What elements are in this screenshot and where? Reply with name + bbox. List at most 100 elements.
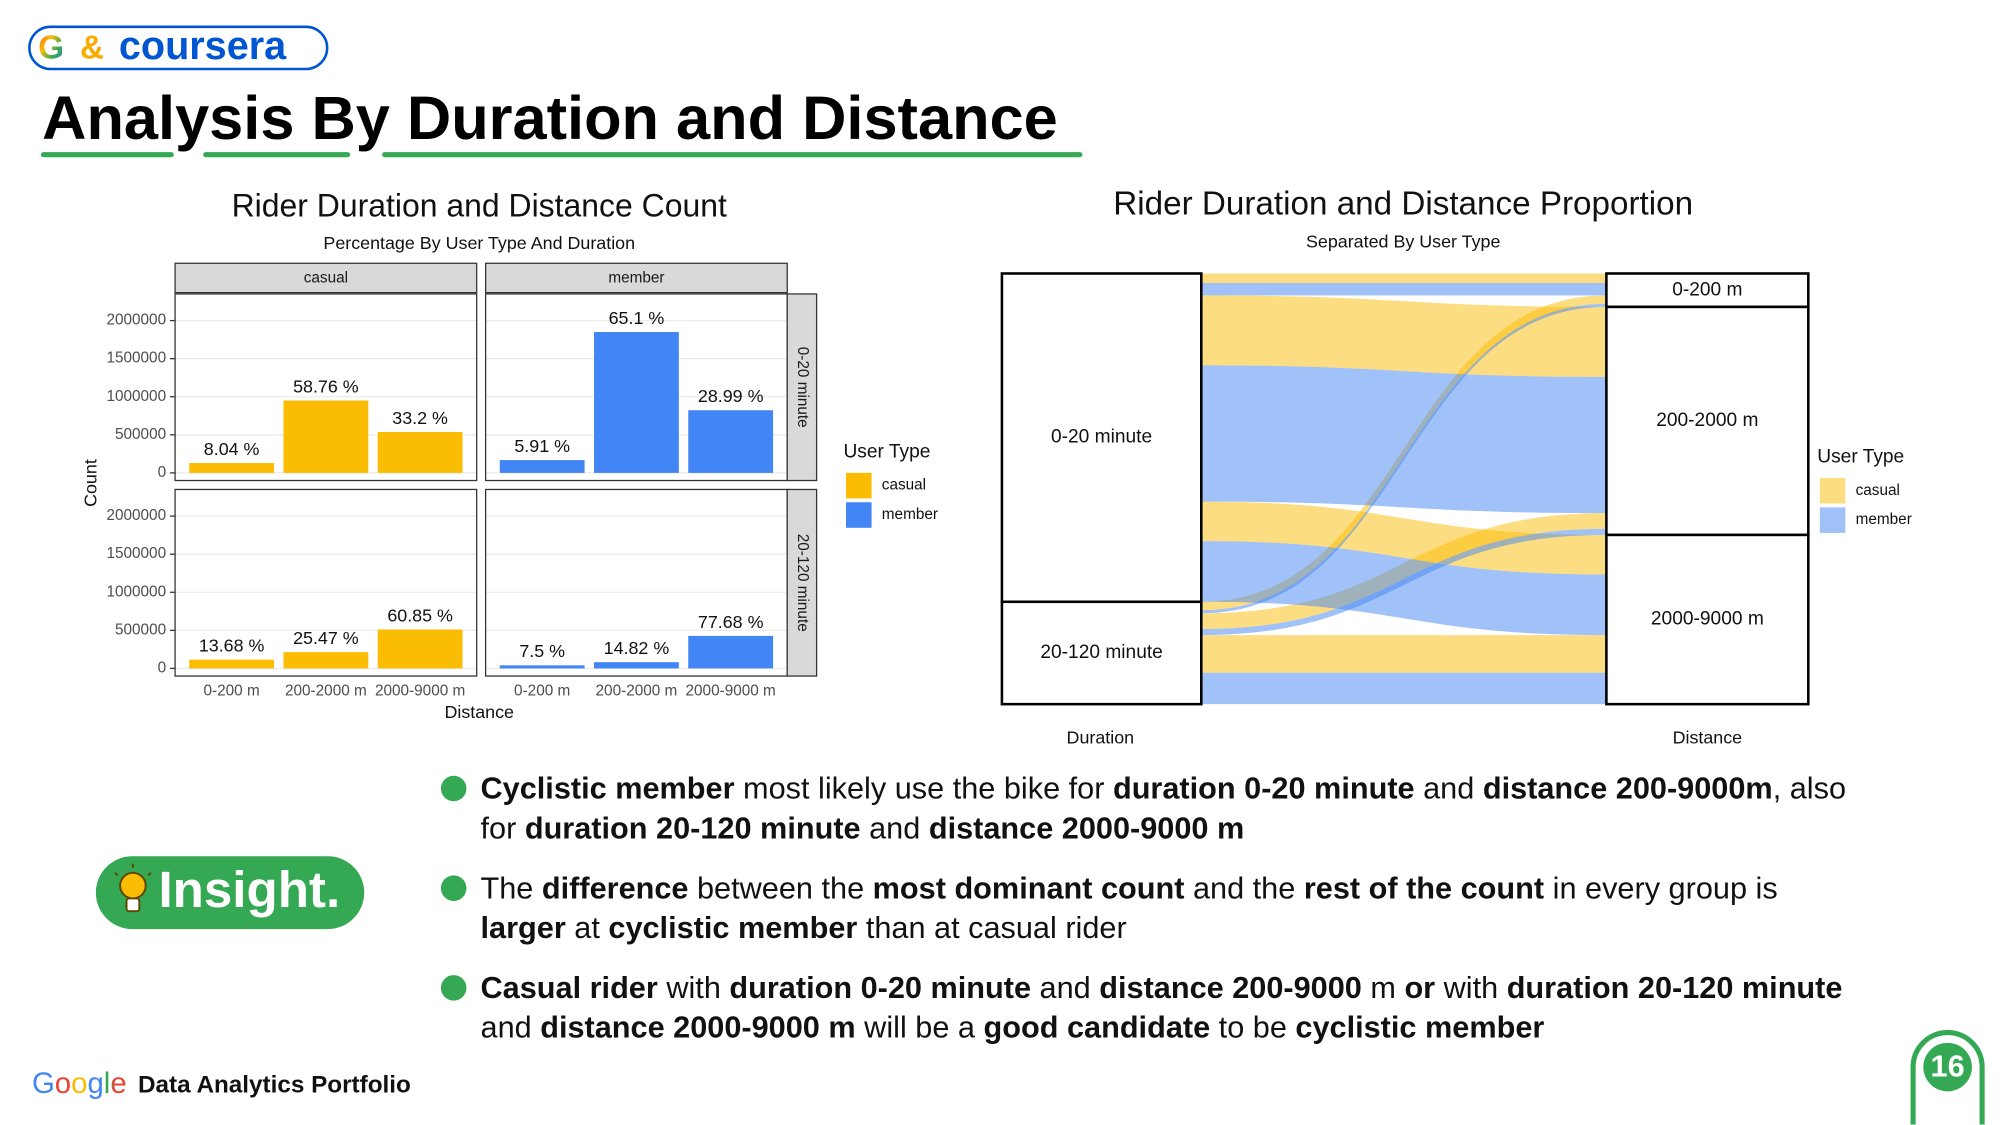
- y-tick-label: 1000000: [106, 583, 166, 600]
- y-tick-label: 1000000: [106, 388, 166, 405]
- legend-swatch: [846, 472, 872, 499]
- bar-percent-label: 13.68 %: [199, 636, 265, 656]
- facet-strip-label: 20-120 minute: [794, 534, 811, 632]
- stratum: [1000, 600, 1203, 706]
- bar-percent-label: 58.76 %: [293, 376, 359, 396]
- y-tick-label: 0: [158, 659, 167, 676]
- insight-item: Casual rider with duration 0-20 minute a…: [438, 969, 1857, 1048]
- legend-swatch: [846, 502, 872, 528]
- y-tick-label: 1500000: [106, 350, 166, 367]
- insight-list: Cyclistic member most likely use the bik…: [438, 769, 1857, 1068]
- x-tick-label: 200-2000 m: [596, 682, 678, 699]
- alluvium: [1201, 303, 1607, 614]
- facet-strip-label: casual: [304, 270, 348, 287]
- insight-text: duration 0-20 minute: [1112, 771, 1415, 807]
- facet-strip: [484, 262, 788, 294]
- bar-percent-label: 65.1 %: [609, 308, 665, 328]
- legend-swatch: [1819, 507, 1846, 533]
- page-badge: [1923, 1042, 1972, 1092]
- bar: [189, 659, 275, 669]
- insight-text: with: [1435, 971, 1507, 1006]
- footer-brand: Google: [32, 1067, 127, 1100]
- x-tick-label: 0-200 m: [514, 682, 570, 699]
- page-tab: [1910, 1030, 1985, 1125]
- insight-text: most dominant count: [872, 871, 1185, 907]
- insight-text: in every group is: [1544, 871, 1778, 907]
- stratum-label: 20-120 minute: [1040, 642, 1162, 663]
- facet-strip-label: member: [608, 270, 664, 287]
- alluvium: [1201, 528, 1607, 636]
- insight-text: or: [1404, 971, 1436, 1006]
- insight-text: duration 0-20 minute: [729, 971, 1032, 1006]
- insight-text: good candidate: [983, 1010, 1211, 1046]
- alluvium: [1201, 541, 1607, 636]
- logo-amp: &: [80, 30, 104, 67]
- bar: [499, 665, 585, 669]
- bar-percent-label: 25.47 %: [293, 628, 359, 648]
- legend-label: casual: [882, 477, 926, 494]
- bar: [499, 460, 585, 473]
- legend-title: User Type: [843, 441, 930, 462]
- insight-text: to be: [1210, 1010, 1296, 1046]
- alluvium: [1201, 365, 1607, 514]
- insight-text: distance 200-9000m: [1482, 771, 1773, 807]
- insight-text: than at casual rider: [857, 911, 1127, 946]
- insight-item: Cyclistic member most likely use the bik…: [438, 769, 1857, 848]
- bar: [189, 462, 275, 473]
- insight-text: and: [1031, 971, 1100, 1006]
- facet-strip-label: 0-20 minute: [794, 347, 811, 428]
- logo-mark: G: [38, 30, 64, 67]
- bulb-icon: [114, 863, 152, 913]
- chart-title: Rider Duration and Distance Count: [232, 188, 727, 224]
- axis-label: Duration: [1067, 727, 1135, 747]
- insight-text: between the: [688, 871, 873, 907]
- insight-text: cyclistic member: [608, 911, 858, 946]
- y-tick-label: 500000: [115, 621, 166, 638]
- insight-text: m: [1361, 971, 1405, 1006]
- insight-text: difference: [541, 871, 689, 907]
- bar: [688, 635, 774, 669]
- bar-percent-label: 7.5 %: [519, 641, 565, 661]
- insight-text: The: [480, 871, 542, 907]
- insight-text: rest of the count: [1303, 871, 1545, 907]
- chart-subtitle: Percentage By User Type And Duration: [323, 233, 635, 253]
- stratum-label: 200-2000 m: [1656, 410, 1758, 431]
- bar-percent-label: 28.99 %: [698, 386, 764, 406]
- footer-text: Data Analytics Portfolio: [138, 1072, 411, 1099]
- slide-title: Analysis By Duration and Distance: [42, 83, 1058, 152]
- facet-strip: [786, 488, 818, 677]
- insight-text: and: [860, 811, 929, 847]
- bar: [377, 629, 463, 669]
- insight-item: The difference between the most dominant…: [438, 869, 1857, 948]
- insight-text: , also for: [480, 771, 1847, 847]
- insight-text: Casual rider: [480, 971, 658, 1006]
- chart-subtitle: Separated By User Type: [1306, 232, 1500, 252]
- x-tick-label: 200-2000 m: [285, 682, 367, 699]
- bar: [688, 410, 774, 473]
- legend-swatch: [1819, 477, 1846, 504]
- insight-text: distance 200-9000: [1099, 971, 1362, 1006]
- axis-label: Distance: [1673, 727, 1743, 747]
- insight-text: cyclistic member: [1295, 1010, 1545, 1046]
- insight-text: distance 2000-9000 m: [540, 1010, 856, 1046]
- insight-text: at: [565, 911, 609, 946]
- bar-percent-label: 8.04 %: [204, 439, 260, 459]
- bar: [377, 432, 463, 473]
- page-number: 16: [1931, 1049, 1965, 1083]
- bar: [283, 652, 369, 669]
- legend-label: casual: [1856, 482, 1900, 499]
- alluvium: [1201, 273, 1607, 284]
- y-tick-label: 500000: [115, 426, 166, 443]
- stratum-label: 0-200 m: [1672, 279, 1742, 300]
- alluvium: [1201, 635, 1607, 673]
- bar-percent-label: 60.85 %: [387, 605, 453, 625]
- insight-text: and the: [1184, 871, 1304, 907]
- stratum: [1605, 533, 1810, 706]
- legend-label: member: [882, 506, 938, 523]
- bar: [283, 400, 369, 473]
- alluvium: [1201, 672, 1607, 705]
- stratum: [1605, 305, 1810, 537]
